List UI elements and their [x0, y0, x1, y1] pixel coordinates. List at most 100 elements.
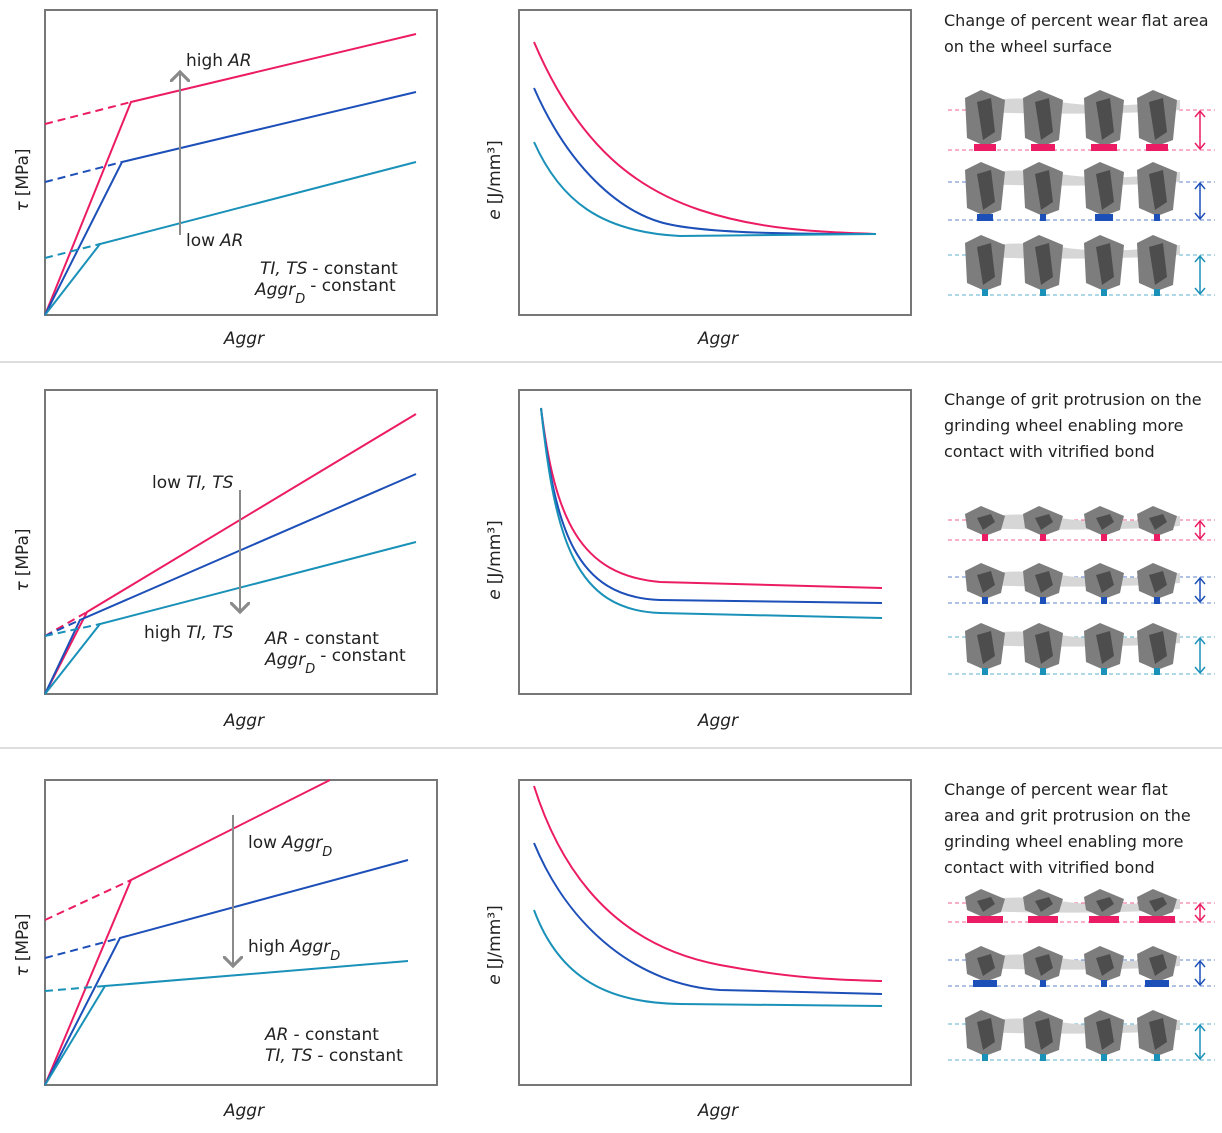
y-axis-label: τ[MPa] [13, 913, 33, 976]
bond [970, 897, 1180, 913]
description-line: grinding wheel enabling more [944, 416, 1183, 435]
energy-chart: e[J/mm³] Aggr [485, 389, 912, 731]
description-line: grinding wheel enabling more [944, 832, 1183, 851]
description-line: on the wheel surface [944, 37, 1112, 56]
description-line: contact with vitrified bond [944, 858, 1155, 877]
wear-flat [1101, 1054, 1107, 1061]
y-axis-label: e[J/mm³] [485, 140, 505, 219]
wear-flat [1101, 597, 1107, 604]
arrow-head [1194, 576, 1206, 604]
annotation: low AggrD [248, 833, 332, 860]
bond [970, 170, 1180, 186]
grit-face [1149, 571, 1167, 593]
grit-face [1035, 897, 1053, 912]
grit-illustrations [948, 90, 1215, 1061]
grit-face [1149, 243, 1167, 285]
wear-flat [1101, 289, 1107, 296]
tau-chart: low TI, TS high TI, TS AR - constant AggrD-… [13, 389, 438, 731]
arrow-head [1194, 254, 1206, 296]
wear-flat [1139, 916, 1175, 923]
wear-flat [1101, 980, 1107, 987]
wear-flat [1089, 916, 1119, 923]
grit-face [977, 631, 995, 664]
annotation: low AR [186, 231, 243, 251]
wear-flat [1040, 1054, 1046, 1061]
bond [970, 954, 1180, 970]
grit-face [1096, 631, 1114, 664]
annotation: AggrD- constant [254, 276, 396, 307]
wear-flat [1154, 668, 1160, 675]
grit-face [977, 243, 995, 285]
wear-flat [1154, 1054, 1160, 1061]
grit-face [1096, 954, 1114, 976]
wear-flat [1091, 144, 1117, 151]
grit-face [1149, 514, 1167, 530]
grit-face [1096, 98, 1114, 140]
annotation: high AR [186, 51, 252, 71]
grit-face [1035, 631, 1053, 664]
wear-flat [1040, 980, 1046, 987]
wear-flat [1154, 597, 1160, 604]
wear-flat [1040, 214, 1046, 221]
grit-face [977, 170, 995, 210]
grit-face [1035, 98, 1053, 140]
wear-flat [973, 980, 997, 987]
description-line: Change of percent wear flat area [944, 11, 1209, 30]
grit-face [1149, 897, 1167, 912]
annotation: TI, TS - constant [260, 259, 398, 279]
wear-flat [1101, 668, 1107, 675]
wear-flat [1040, 534, 1046, 541]
wear-flat [1095, 214, 1113, 221]
arrow-head [1194, 1023, 1206, 1061]
wear-flat [1154, 214, 1160, 221]
annotation: AR - constant [264, 1025, 379, 1045]
annotation: low TI, TS [152, 473, 234, 493]
energy-chart: e[J/mm³] Aggr [485, 779, 912, 1121]
wear-flat [974, 144, 996, 151]
wear-flat [1154, 289, 1160, 296]
grit-face [977, 98, 995, 140]
bond [970, 571, 1180, 587]
tau-chart: high AR low AR TI, TS - constant AggrD- con… [13, 9, 438, 349]
arrow-head [1194, 636, 1206, 675]
wear-flat [1154, 534, 1160, 541]
bond [970, 1018, 1180, 1034]
grit-face [977, 1018, 995, 1050]
x-axis-label: Aggr [223, 329, 265, 349]
annotation: AggrD- constant [264, 646, 406, 677]
x-axis-label: Aggr [697, 711, 739, 731]
wear-flat [982, 289, 988, 296]
grit-face [1149, 170, 1167, 210]
wear-flat [1146, 144, 1168, 151]
grit-face [1096, 514, 1114, 530]
grit-face [977, 954, 995, 976]
wear-flat [1145, 980, 1169, 987]
x-axis-label: Aggr [697, 329, 739, 349]
wear-flat [982, 668, 988, 675]
grit-face [977, 571, 995, 593]
description-line: contact with vitrified bond [944, 442, 1155, 461]
grit-face [1035, 954, 1053, 976]
wear-flat [967, 916, 1003, 923]
grit-face [1096, 243, 1114, 285]
grit-face [1096, 571, 1114, 593]
description-line: area and grit protrusion on the [944, 806, 1191, 825]
grit-face [1035, 243, 1053, 285]
x-axis-label: Aggr [223, 1101, 265, 1121]
x-axis-label: Aggr [697, 1101, 739, 1121]
grit-face [1149, 1018, 1167, 1050]
arrow-head [1194, 519, 1206, 541]
x-axis-label: Aggr [223, 711, 265, 731]
grit-face [1035, 1018, 1053, 1050]
grit-face [1096, 897, 1114, 912]
wear-flat [982, 1054, 988, 1061]
bond [970, 98, 1180, 114]
wear-flat [977, 214, 993, 221]
grit-face [1035, 514, 1053, 530]
grit-face [1096, 170, 1114, 210]
grit-face [1149, 631, 1167, 664]
y-axis-label: τ[MPa] [13, 528, 33, 591]
y-axis-label: e[J/mm³] [485, 905, 505, 984]
wear-flat [982, 534, 988, 541]
